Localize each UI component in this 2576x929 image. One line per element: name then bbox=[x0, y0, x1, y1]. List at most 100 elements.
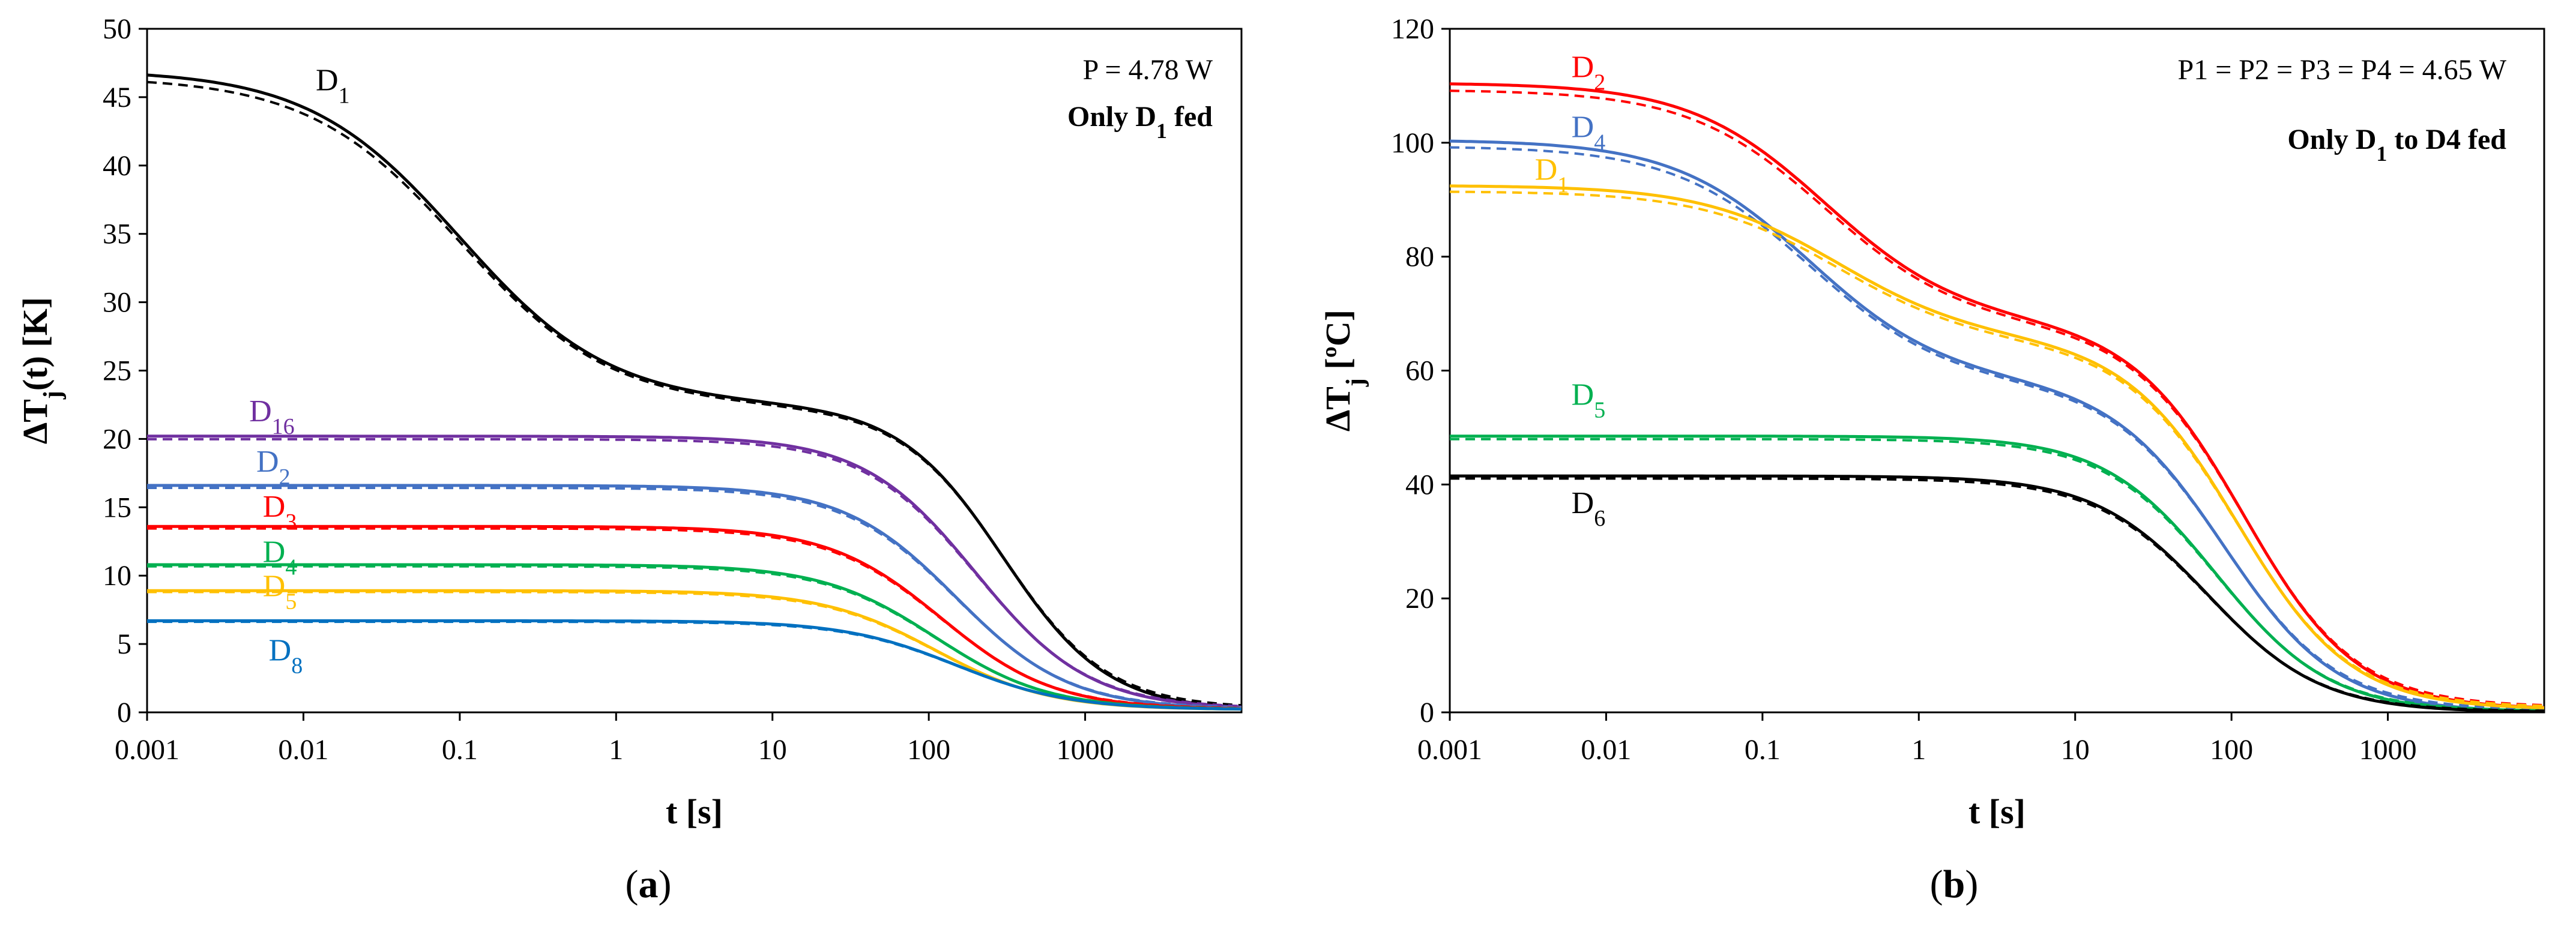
y-axis-title-base: ΔT bbox=[1318, 386, 1357, 431]
series-label-base: D bbox=[263, 569, 286, 603]
series-label-sub: 1 bbox=[1557, 173, 1569, 198]
y-axis-title-sub: j bbox=[39, 391, 67, 400]
series-D1-measured-line bbox=[1450, 184, 2545, 709]
series-D5-measured-line bbox=[1450, 434, 2545, 714]
series-label-sub: 1 bbox=[339, 83, 350, 109]
x-tick-label: 0.01 bbox=[1581, 734, 1631, 766]
y-tick-label: 20 bbox=[103, 423, 131, 455]
y-tick-label: 30 bbox=[103, 287, 131, 319]
y-tick-label: 80 bbox=[1405, 241, 1434, 273]
x-tick-label: 100 bbox=[907, 734, 950, 766]
x-tick-label: 0.1 bbox=[1745, 734, 1781, 766]
series-label-sub: 3 bbox=[285, 510, 297, 535]
panel-paren-close: ) bbox=[1965, 862, 1978, 906]
series-label-sub: 5 bbox=[1594, 397, 1605, 422]
series-label-sub: 8 bbox=[291, 653, 303, 678]
x-tick-label: 1 bbox=[609, 734, 623, 766]
panel-letter: b bbox=[1943, 862, 1965, 906]
y-axis-title: ΔTj [ºC] bbox=[1318, 310, 1369, 431]
power-annotation: P1 = P2 = P3 = P4 = 4.65 W bbox=[2178, 54, 2507, 86]
series-label-base: D bbox=[263, 535, 286, 569]
y-tick-label: 40 bbox=[103, 150, 131, 182]
x-axis-title: t [s] bbox=[666, 792, 723, 831]
panel-paren-open: ( bbox=[1930, 862, 1943, 906]
series-label-sub: 16 bbox=[272, 414, 295, 439]
series-D4-label: D4 bbox=[1572, 110, 1606, 155]
panel-label: (a) bbox=[626, 862, 672, 906]
x-tick-label: 10 bbox=[758, 734, 787, 766]
y-tick-label: 0 bbox=[117, 697, 131, 729]
series-D6-label: D6 bbox=[1572, 486, 1606, 531]
panel-paren-open: ( bbox=[626, 862, 639, 906]
feed-annotation-sub: 1 bbox=[2376, 142, 2387, 166]
x-tick-label: 0.01 bbox=[278, 734, 328, 766]
y-tick-label: 120 bbox=[1391, 13, 1434, 45]
series-label-sub: 4 bbox=[285, 555, 297, 580]
y-axis-title-rest: [ºC] bbox=[1318, 310, 1357, 378]
series-label-base: D bbox=[249, 394, 272, 428]
panel-letter: a bbox=[639, 862, 659, 906]
x-axis-title: t [s] bbox=[1968, 792, 2026, 831]
y-axis-title-base: ΔT bbox=[16, 399, 55, 444]
x-tick-label: 1000 bbox=[1057, 734, 1114, 766]
series-D2-label: D2 bbox=[256, 445, 291, 490]
series-D16-label: D16 bbox=[249, 394, 295, 439]
series-label-base: D bbox=[263, 490, 286, 524]
y-tick-label: 20 bbox=[1405, 583, 1434, 615]
series-D5-label: D5 bbox=[263, 569, 297, 614]
series-D4-measured-line bbox=[147, 563, 1242, 711]
series-label-base: D bbox=[256, 445, 279, 479]
chart-b: 0 20 40 60 80 100 120 0.001 0.01 0.1 1 10 100 1000 t [… bbox=[1318, 13, 2545, 906]
series-label-sub: 4 bbox=[1594, 130, 1605, 155]
series-D16-measured-line bbox=[147, 434, 1242, 709]
y-tick-label: 50 bbox=[103, 13, 131, 45]
y-tick-label: 25 bbox=[103, 355, 131, 387]
series-label-base: D bbox=[1572, 110, 1594, 144]
x-tick-label: 1000 bbox=[2359, 734, 2417, 766]
series-D1-label: D1 bbox=[316, 64, 350, 109]
feed-annotation-sub: 1 bbox=[1156, 119, 1167, 143]
feed-annotation-post: to D4 fed bbox=[2387, 124, 2506, 155]
series-D1-label: D1 bbox=[1535, 153, 1569, 198]
series-D4-label: D4 bbox=[263, 535, 297, 580]
power-annotation: P = 4.78 W bbox=[1083, 54, 1213, 86]
y-tick-label: 0 bbox=[1420, 697, 1434, 729]
series-label-base: D bbox=[1535, 153, 1558, 187]
series-D2-model-line bbox=[1449, 89, 2545, 706]
x-tick-label: 10 bbox=[2061, 734, 2090, 766]
x-tick-label: 100 bbox=[2210, 734, 2253, 766]
x-tick-label: 0.1 bbox=[442, 734, 478, 766]
y-axis-title: ΔTj(t) [K] bbox=[16, 297, 67, 444]
series-label-sub: 6 bbox=[1594, 506, 1605, 531]
series-D4-model-line bbox=[1449, 146, 2545, 711]
x-tick-label: 0.001 bbox=[1417, 734, 1482, 766]
y-tick-label: 35 bbox=[103, 218, 131, 250]
series-label-sub: 5 bbox=[285, 589, 297, 614]
series-D8-measured-line bbox=[147, 619, 1242, 711]
series-label-base: D bbox=[1572, 377, 1594, 412]
series-label-base: D bbox=[269, 633, 292, 667]
y-tick-label: 45 bbox=[103, 82, 131, 113]
series-label-base: D bbox=[316, 64, 339, 98]
y-tick-label: 40 bbox=[1405, 469, 1434, 501]
feed-annotation: Only D1 fed bbox=[1067, 101, 1213, 143]
y-axis-title-rest: (t) [K] bbox=[16, 297, 55, 391]
feed-annotation: Only D1 to D4 fed bbox=[2287, 124, 2506, 166]
y-tick-label: 5 bbox=[117, 628, 131, 660]
series-label-sub: 2 bbox=[279, 464, 291, 490]
panel-label: (b) bbox=[1930, 862, 1979, 906]
y-tick-label: 60 bbox=[1405, 355, 1434, 387]
y-tick-label: 100 bbox=[1391, 127, 1434, 159]
series-label-sub: 2 bbox=[1594, 70, 1605, 95]
series-D2-measured-line bbox=[147, 484, 1242, 710]
series-label-base: D bbox=[1572, 486, 1594, 520]
feed-annotation-pre: Only D bbox=[1067, 101, 1156, 133]
series-D5-label: D5 bbox=[1572, 377, 1606, 422]
panel-paren-close: ) bbox=[659, 862, 672, 906]
series-D6-measured-line bbox=[1450, 474, 2545, 714]
series-D3-label: D3 bbox=[263, 490, 297, 535]
series-D6-model-line bbox=[1450, 477, 2545, 712]
series-D3-measured-line bbox=[147, 525, 1242, 711]
